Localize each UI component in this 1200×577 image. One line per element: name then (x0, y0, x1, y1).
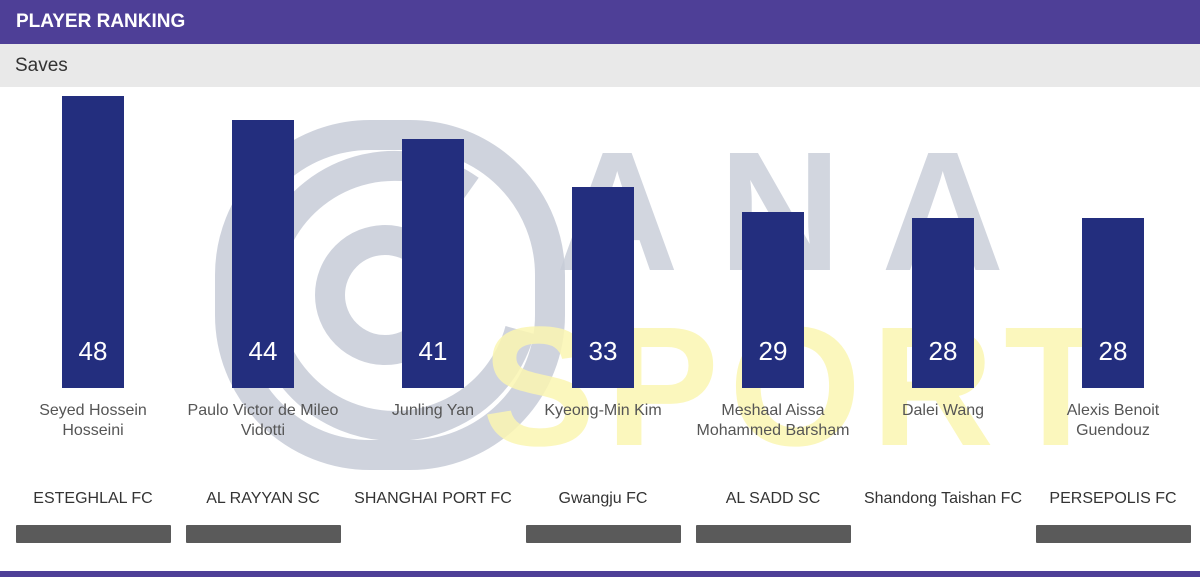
club-name-label: AL SADD SC (725, 490, 821, 507)
player-ranking-header: PLAYER RANKING (0, 0, 1200, 44)
club-name-label: Gwangju FC (558, 490, 648, 507)
player-name-label: Kyeong-Min Kim (544, 402, 662, 419)
club-name-label: Shandong Taishan FC (863, 490, 1023, 507)
player-name-label: Paulo Victor de Mileo Vidotti (187, 402, 339, 439)
player-name-label: Dalei Wang (901, 402, 985, 419)
bar-value-label: 48 (78, 336, 108, 366)
bar-value-label: 29 (758, 336, 788, 366)
bar-value-label: 28 (928, 336, 958, 366)
bar-value-label: 44 (248, 336, 278, 366)
player-name-label: Alexis Benoit Guendouz (1066, 402, 1160, 439)
bar-4[interactable] (742, 212, 804, 388)
bar-0[interactable] (62, 96, 124, 388)
player-name-label: Junling Yan (391, 402, 475, 419)
player-name-label: Seyed Hossein Hosseini (39, 402, 147, 439)
bar-value-label: 41 (418, 336, 448, 366)
club-bar (696, 525, 851, 543)
club-name-label: ESTEGHLAL FC (33, 490, 153, 507)
footer-bar (0, 571, 1200, 577)
bar-1[interactable] (232, 120, 294, 388)
stat-category-title: Saves (0, 44, 1200, 87)
club-name-label: SHANGHAI PORT FC (354, 490, 512, 507)
bar-2[interactable] (402, 139, 464, 388)
club-bar (526, 525, 681, 543)
bar-6[interactable] (1082, 218, 1144, 388)
club-bar (1036, 525, 1191, 543)
player-name-label: Meshaal Aissa Mohammed Barsham (696, 402, 850, 439)
club-name-label: AL RAYYAN SC (206, 490, 320, 507)
bar-value-label: 33 (588, 336, 618, 366)
club-bar (16, 525, 171, 543)
bar-value-label: 28 (1098, 336, 1128, 366)
bar-5[interactable] (912, 218, 974, 388)
bar-3[interactable] (572, 187, 634, 388)
club-name-label: PERSEPOLIS FC (1049, 490, 1177, 507)
club-bar (186, 525, 341, 543)
